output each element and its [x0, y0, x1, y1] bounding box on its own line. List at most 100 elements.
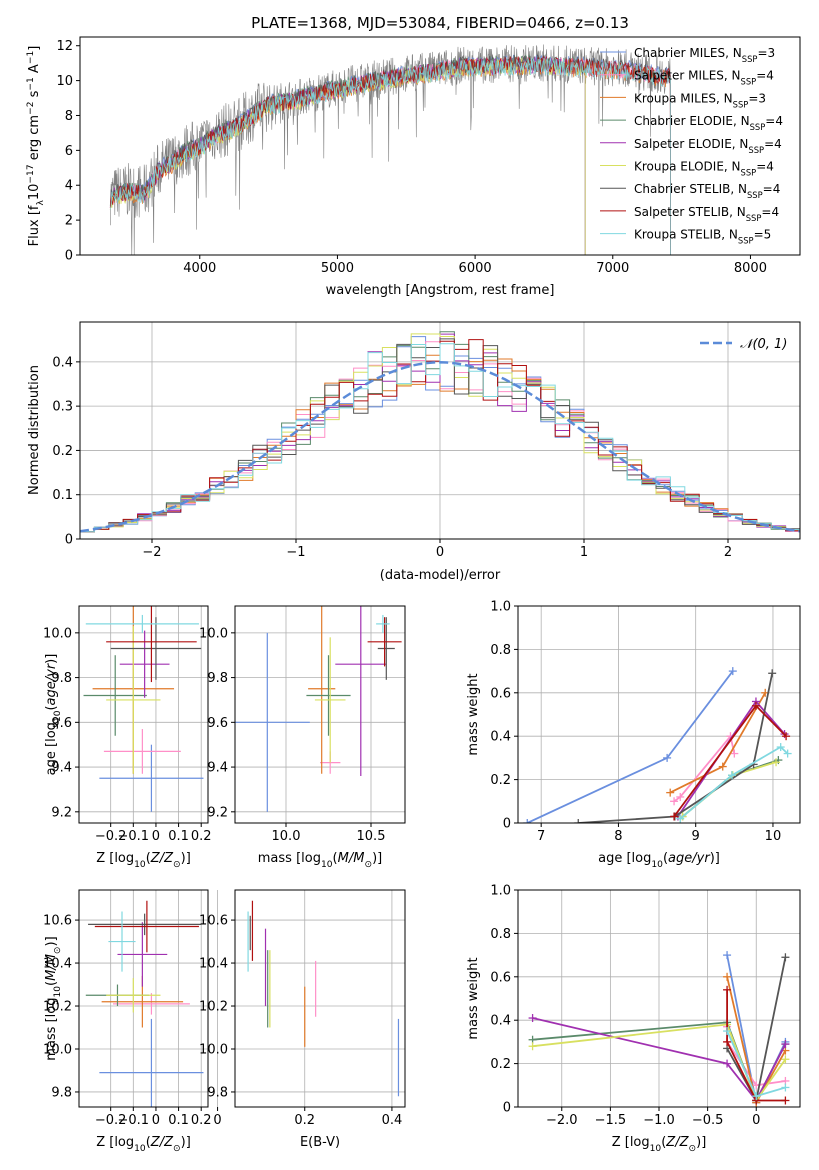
legend-entry: Kroupa STELIB, NSSP=5 [600, 228, 771, 246]
axes-residuals: −2 −1 0 1 2 0 0.1 0.2 0.3 0.4 𝒩(0, 1) (data-model)/… [27, 321, 801, 583]
plot-area-weight_vs_age [523, 667, 792, 823]
plot-area-age_vs_Z [83, 606, 204, 812]
errorbar-chabrier-stelib [88, 913, 202, 936]
x-axis-label: Z [log10(Z/Z⊙)] [612, 1135, 707, 1154]
axes-weight_vs_age: 7 8 9 10 0 0.2 0.4 0.6 0.8 1.0 age [log10(age/yr)]… [466, 600, 801, 870]
errorbar-salpeter-elodie [335, 606, 387, 777]
legend-entry: Chabrier MILES, NSSP=3 [600, 46, 775, 64]
y-tick-label: 10.6 [199, 914, 228, 929]
x-tick-label: 7 [537, 829, 545, 844]
x-tick-label: 0.2 [191, 829, 212, 844]
axes-mass_vs_EBV: 0 0.2 0.4 9.8 10.0 10.2 10.4 10.6 E(B-V) [199, 889, 406, 1150]
series-kroupa-stelib [723, 1027, 790, 1101]
series-salpeter-stelib [670, 701, 791, 821]
series-line [726, 989, 786, 1102]
y-tick-label: 9.8 [207, 671, 228, 686]
x-axis-label: Z [log10(Z/Z⊙)] [96, 851, 191, 870]
y-tick-label: 10.0 [43, 626, 72, 641]
histogram-kroupa-elodie [80, 333, 800, 533]
axes-frame [78, 889, 209, 1108]
axes-frame [234, 889, 406, 1108]
legend-entry: Kroupa ELODIE, NSSP=4 [600, 160, 774, 178]
histogram-kroupa-stelib [80, 343, 800, 533]
axes-age_vs_Z: −0.2−0.1 0 0.1 0.2 9.2 9.4 9.6 9.8 10.0 Z [log10(… [43, 605, 212, 870]
x-tick-label: 9 [692, 829, 700, 844]
legend-label: Chabrier STELIB, NSSP=4 [634, 182, 780, 200]
legend-label: 𝒩(0, 1) [740, 337, 787, 352]
legend-label: Kroupa MILES, NSSP=3 [634, 91, 766, 109]
x-tick-label: −1 [286, 545, 305, 560]
plot-area-weight_vs_Z [528, 951, 790, 1107]
axes-frame [78, 605, 209, 824]
axes-frame [517, 889, 801, 1108]
x-tick-label: 4000 [183, 261, 216, 276]
y-tick-label: 9.4 [51, 761, 72, 776]
x-tick-label: 0 [436, 545, 444, 560]
legend-label: Salpeter STELIB, NSSP=4 [634, 205, 779, 223]
errorbar-salpeter-miles [103, 729, 181, 774]
y-tick-label: 0 [503, 817, 511, 832]
errorbar-chabrier-miles [99, 744, 204, 812]
legend-label: Kroupa ELODIE, NSSP=4 [634, 160, 774, 178]
plot-area-age_vs_mass [235, 606, 402, 812]
errorbar-salpeter-stelib [367, 617, 402, 667]
legend-label: Kroupa STELIB, NSSP=5 [634, 228, 771, 246]
x-tick-label: 10 [765, 829, 782, 844]
y-tick-label: 6 [65, 144, 73, 159]
y-tick-label: 9.2 [207, 805, 228, 820]
x-axis-label: (data-model)/error [380, 568, 501, 583]
y-axis-label: age [log10(age/yr)] [44, 654, 63, 776]
y-tick-label: 0 [65, 533, 73, 548]
x-tick-label: −1.5 [595, 1113, 627, 1128]
series-chabrier-miles [523, 667, 737, 823]
axes-age_vs_mass: 10.0 10.5 9.2 9.4 9.6 9.8 10.0 mass [log10(M/M⊙… [199, 605, 406, 870]
y-tick-label: 1.0 [490, 884, 511, 899]
y-tick-label: 0.4 [52, 355, 73, 370]
x-tick-label: 0.4 [382, 1113, 403, 1128]
x-tick-label: 5000 [321, 261, 354, 276]
x-tick-label: 0.2 [191, 1113, 212, 1128]
series-line [673, 734, 736, 803]
errorbar-kroupa-stelib [85, 614, 199, 633]
x-tick-label: −2 [142, 545, 161, 560]
errorbar-chabrier-miles [99, 1018, 204, 1107]
x-tick-label: 8000 [734, 261, 767, 276]
x-tick-label: 0 [152, 829, 160, 844]
x-axis-label: wavelength [Angstrom, rest frame] [326, 283, 555, 298]
x-tick-label: 0.1 [168, 1113, 189, 1128]
x-tick-label: 6000 [459, 261, 492, 276]
errorbar-salpeter-stelib [106, 606, 197, 683]
legend-label: Salpeter MILES, NSSP=4 [634, 69, 774, 87]
y-tick-label: 4 [65, 179, 73, 194]
y-tick-label: 0.6 [490, 970, 511, 985]
y-tick-label: 0.2 [52, 444, 73, 459]
series-salpeter-stelib [723, 985, 790, 1105]
x-tick-label: 10.5 [357, 829, 386, 844]
errorbar-salpeter-stelib [94, 900, 199, 953]
legend-entry: Chabrier ELODIE, NSSP=4 [600, 114, 783, 132]
errorbar-chabrier-miles [235, 632, 310, 812]
x-tick-label: 0 [213, 1113, 221, 1128]
y-tick-label: 12 [56, 39, 73, 54]
x-tick-label: 0.1 [168, 829, 189, 844]
y-axis-label: mass weight [466, 957, 481, 1039]
x-tick-label: 1 [580, 545, 588, 560]
x-tick-label: −0.1 [118, 1113, 150, 1128]
y-tick-label: 0 [65, 249, 73, 264]
y-tick-label: 0.6 [490, 686, 511, 701]
y-tick-label: 10.0 [199, 626, 228, 641]
x-tick-label: 0.2 [294, 1113, 315, 1128]
axes-spectrum: 4000 5000 6000 7000 8000 0 2 4 6 8 10 12 Chabrier MI… [26, 36, 801, 298]
y-tick-label: 9.8 [207, 1085, 228, 1100]
errorbar-chabrier-stelib [377, 617, 395, 680]
y-tick-label: 8 [65, 109, 73, 124]
errorbar-salpeter-miles [112, 993, 190, 1015]
y-tick-label: 0.8 [490, 643, 511, 658]
y-tick-label: 0 [503, 1101, 511, 1116]
model-spectrum-kroupa-stelib [109, 57, 671, 255]
x-tick-label: 10.0 [272, 829, 301, 844]
y-axis-label: Flux [fλ10−17 erg cm−2 s−1 A−1] [26, 46, 46, 247]
y-tick-label: 9.2 [51, 805, 72, 820]
axes-frame [79, 36, 801, 256]
series-kroupa-miles [666, 688, 770, 797]
